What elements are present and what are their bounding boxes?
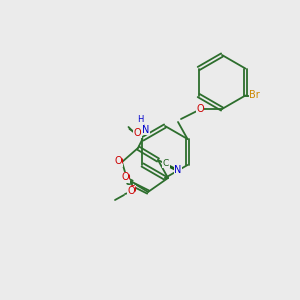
Text: O: O bbox=[127, 186, 135, 196]
Text: H: H bbox=[137, 116, 143, 124]
Text: O: O bbox=[128, 185, 136, 195]
Text: O: O bbox=[114, 156, 122, 166]
Text: Br: Br bbox=[249, 91, 260, 100]
Text: O: O bbox=[196, 104, 204, 114]
Text: O: O bbox=[121, 172, 129, 182]
Text: Br: Br bbox=[249, 91, 260, 100]
Text: C: C bbox=[163, 158, 169, 167]
Text: O: O bbox=[196, 104, 204, 114]
Text: N: N bbox=[142, 125, 150, 135]
Text: N: N bbox=[142, 125, 150, 135]
Text: O: O bbox=[134, 128, 141, 138]
Text: C: C bbox=[163, 158, 169, 167]
Text: O: O bbox=[122, 173, 130, 183]
Text: N: N bbox=[174, 165, 182, 175]
Text: O: O bbox=[115, 157, 123, 167]
Text: O: O bbox=[134, 128, 141, 138]
Text: H: H bbox=[137, 116, 143, 124]
Text: N: N bbox=[174, 165, 182, 175]
